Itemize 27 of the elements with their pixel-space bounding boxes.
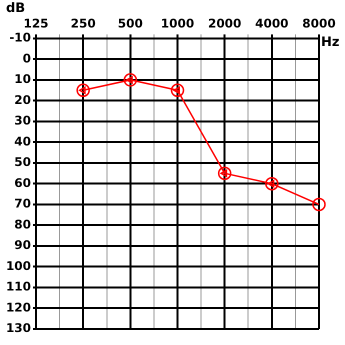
y-axis-title: dB [6, 0, 26, 16]
x-tick-label: 1000 [160, 16, 194, 30]
y-tick-label: 0 [22, 51, 31, 66]
y-tick-label: 90 [14, 238, 31, 252]
y-tick-label: 130 [6, 321, 31, 336]
y-tick-label: 100 [6, 258, 31, 273]
x-tick-label: 8000 [302, 16, 336, 30]
x-tick-label: 125 [23, 16, 49, 30]
y-tick-label: 120 [6, 300, 31, 314]
y-tick-label: -10 [9, 30, 31, 45]
y-tick-label: 70 [14, 196, 31, 211]
y-tick-label: 40 [14, 134, 31, 148]
point [170, 84, 184, 98]
x-axis-title: Hz [321, 34, 340, 50]
point [124, 73, 138, 87]
y-tick-label: 80 [14, 217, 31, 232]
y-tick-label: 20 [14, 92, 31, 107]
y-tick-label: 50 [14, 155, 31, 170]
x-tick-label: 2000 [208, 16, 242, 30]
y-tick-label: 60 [14, 176, 31, 190]
y-tick-label: 30 [14, 114, 31, 128]
x-tick-label: 4000 [255, 16, 289, 30]
y-tick-label: 110 [6, 280, 31, 294]
y-tick-label: 10 [14, 72, 31, 86]
x-tick-label: 500 [118, 16, 143, 30]
x-tick-label: 250 [70, 16, 96, 30]
point [218, 166, 232, 180]
